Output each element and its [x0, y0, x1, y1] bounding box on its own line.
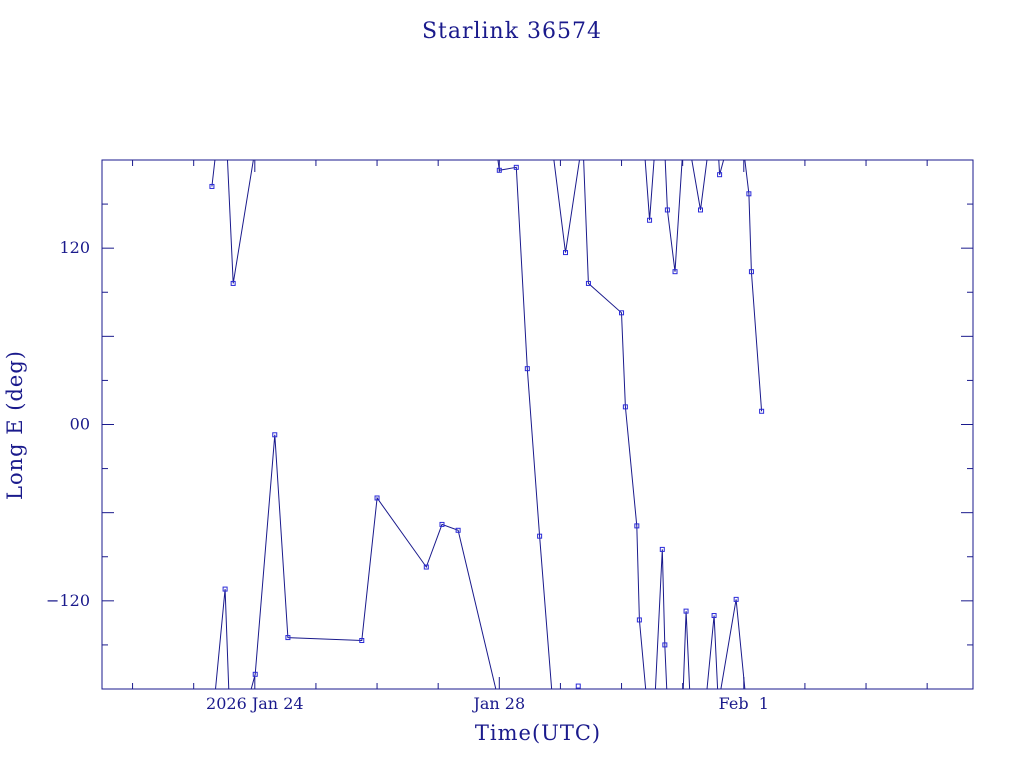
data-point	[563, 250, 569, 256]
data-point	[524, 366, 530, 372]
data-point	[683, 608, 689, 614]
x-tick-label: Jan 28	[471, 694, 525, 713]
series-line-segment	[497, 160, 553, 689]
data-point	[230, 280, 236, 286]
data-point	[672, 269, 678, 275]
data-point	[733, 596, 739, 602]
data-point	[359, 638, 365, 644]
x-axis-label: Time(UTC)	[475, 721, 601, 745]
data-point	[662, 642, 668, 648]
data-point	[697, 207, 703, 213]
y-tick-label: 00	[70, 415, 90, 434]
chart-title: Starlink 36574	[422, 19, 602, 44]
data-point	[636, 617, 642, 623]
y-tick-label: 120	[59, 238, 90, 257]
y-axis-label: Long E (deg)	[3, 350, 27, 500]
data-point	[252, 671, 258, 677]
series-line-segment	[718, 160, 725, 175]
data-point	[285, 635, 291, 641]
plot-markers	[209, 164, 765, 689]
x-tick-label: 2026 Jan 24	[206, 694, 304, 713]
series-line-segment	[720, 599, 746, 689]
data-point	[537, 533, 543, 539]
data-point	[717, 172, 723, 178]
data-point	[585, 280, 591, 286]
tick-labels: −120 00 120 2026 Jan 24 Jan 28 Feb 1	[46, 238, 769, 713]
data-point	[423, 564, 429, 570]
data-point	[759, 408, 765, 414]
data-point	[711, 613, 717, 619]
data-point	[272, 432, 278, 438]
data-point	[664, 207, 670, 213]
data-point	[455, 527, 461, 533]
data-point	[496, 167, 502, 173]
data-point	[619, 310, 625, 316]
data-point	[622, 404, 628, 410]
data-point	[647, 217, 653, 223]
data-point	[513, 164, 519, 170]
series-line-segment	[682, 611, 691, 689]
data-point	[748, 269, 754, 275]
series-line-segment	[644, 160, 655, 221]
data-point	[746, 191, 752, 197]
series-line-segment	[744, 160, 763, 412]
data-point	[575, 683, 581, 689]
data-point	[439, 521, 445, 527]
data-point	[222, 586, 228, 592]
plot-frame	[101, 159, 974, 690]
series-line-segment	[583, 160, 647, 689]
data-point	[209, 183, 215, 189]
data-point	[634, 523, 640, 529]
data-point	[659, 546, 665, 552]
x-tick-label: Feb 1	[719, 694, 769, 713]
data-point	[374, 495, 380, 501]
series-line-segment	[553, 160, 580, 253]
series-line-segment	[706, 615, 719, 689]
series-line-segment	[691, 160, 708, 211]
series-line-segment	[211, 160, 254, 284]
series-line-segment	[654, 549, 668, 689]
series-line-segment	[215, 434, 497, 689]
axis-ticks	[102, 159, 973, 690]
series-line-segment	[664, 160, 683, 272]
y-tick-label: −120	[46, 591, 90, 610]
plot-lines	[211, 160, 763, 689]
